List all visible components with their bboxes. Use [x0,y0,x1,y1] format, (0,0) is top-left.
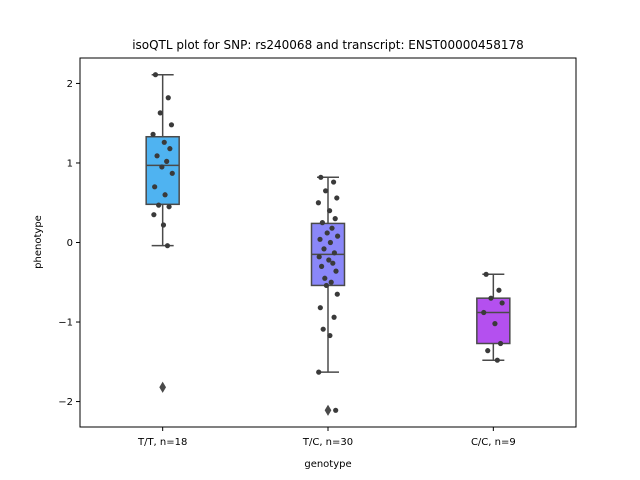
box-group [145,73,180,393]
data-point [334,291,340,297]
data-point [151,212,157,218]
data-point [329,225,335,231]
data-point [323,282,329,289]
data-point [152,72,159,78]
y-axis-label: phenotype [33,215,44,269]
x-tick-label: T/C, n=30 [302,437,353,448]
data-point [483,271,489,277]
data-point [481,309,487,316]
data-point [488,295,494,301]
data-point [321,246,327,252]
data-point [333,407,339,413]
data-point [319,220,325,226]
data-point [161,139,167,145]
data-point [485,348,491,354]
data-point [328,279,334,285]
data-point [166,204,172,210]
data-point [334,195,340,201]
y-tick-label: 1 [67,158,73,169]
box [145,135,180,206]
box-group [310,176,346,416]
data-point [331,179,337,185]
data-point [316,254,322,260]
data-point [164,158,170,164]
chart-title: isoQTL plot for SNP: rs240068 and transc… [132,38,524,52]
data-point [335,233,341,239]
data-point [326,257,332,263]
x-axis-label: genotype [304,459,351,470]
data-point [323,188,329,194]
data-point [152,184,158,190]
y-tick-label: −1 [58,318,73,329]
box-series [145,73,511,416]
box-group [476,273,511,361]
y-tick-label: 2 [67,79,73,90]
data-point [496,287,502,293]
data-point [315,200,321,206]
x-tick-label: T/T, n=18 [137,437,187,448]
strip-points [150,72,505,413]
data-point [327,208,333,214]
data-point [150,131,156,137]
x-tick-label: C/C, n=9 [471,437,516,448]
outlier-marker [159,381,167,393]
data-point [327,239,333,246]
data-point [318,174,324,180]
data-point [317,236,323,242]
data-point [320,326,326,332]
data-point [333,268,339,274]
data-point [165,95,171,101]
y-axis: 2 1 0 −1 −2 [58,79,80,408]
data-point [167,146,173,152]
data-point [327,332,333,339]
x-axis: T/T, n=18 T/C, n=30 C/C, n=9 [137,427,516,448]
data-point [331,314,337,320]
data-point [156,202,162,208]
outlier-marker [324,404,332,416]
data-point [157,110,163,116]
data-point [322,275,328,281]
data-point [492,321,498,327]
data-point [160,222,167,228]
data-point [499,300,505,306]
data-point [316,369,322,375]
data-point [331,250,337,256]
data-point [324,230,330,236]
box [476,297,511,345]
y-tick-label: 0 [67,238,73,249]
data-point [154,153,160,159]
data-point [162,192,168,198]
data-point [168,122,175,128]
y-tick-label: −2 [58,397,73,408]
data-point [169,170,175,176]
data-point [164,243,171,249]
data-point [494,357,500,363]
data-point [497,340,504,347]
data-point [332,216,338,222]
data-point [159,164,165,170]
data-point [319,263,325,269]
data-point [330,260,336,266]
data-point [317,305,323,311]
